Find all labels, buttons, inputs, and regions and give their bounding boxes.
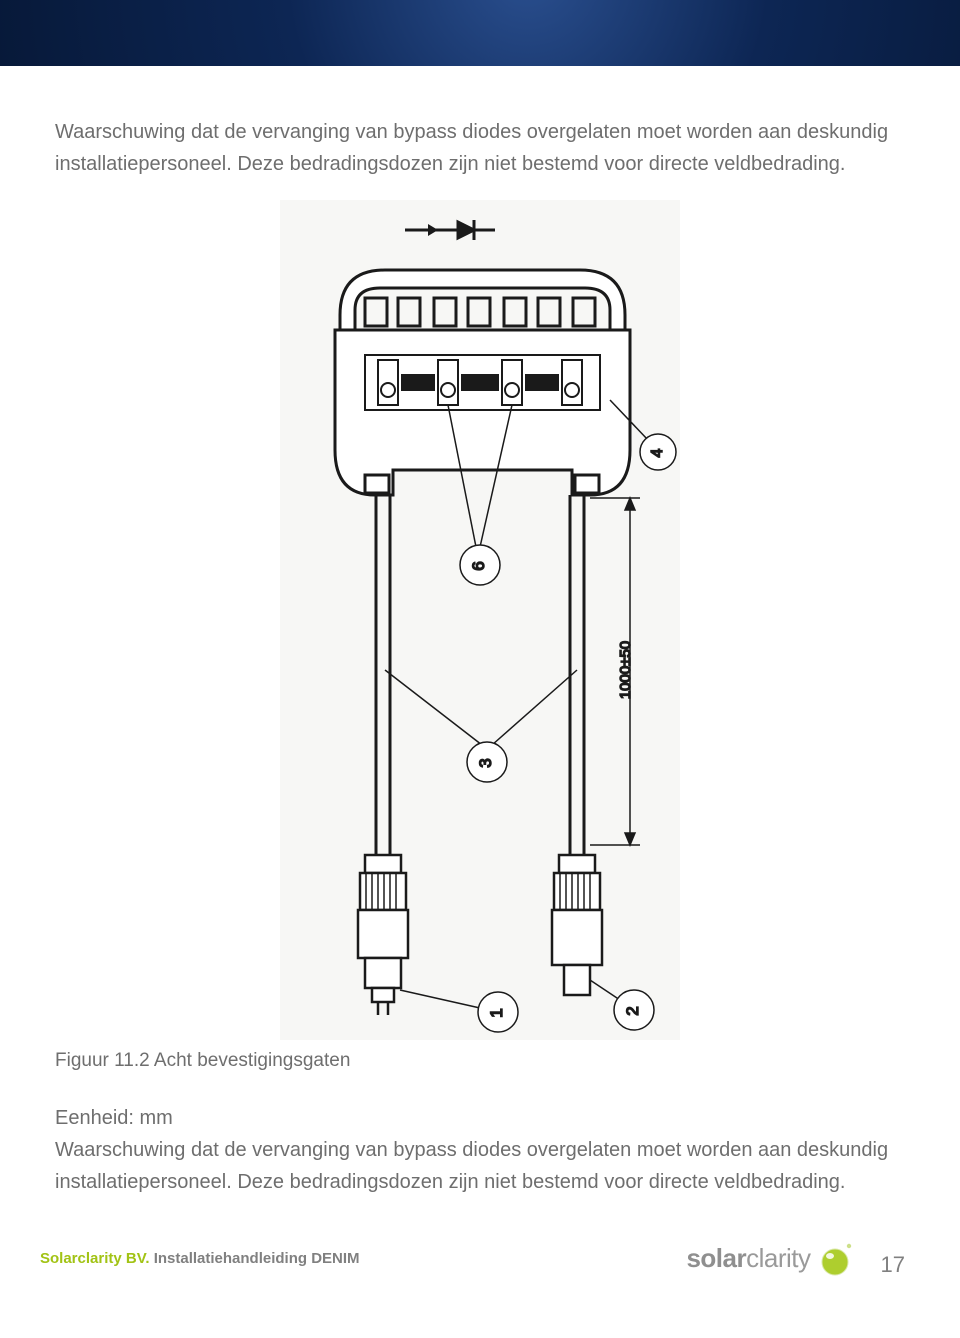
logo-orb-icon — [811, 1238, 857, 1278]
page-footer: Solarclarity BV. Installatiehandleiding … — [0, 1238, 960, 1308]
brand-logo: solarclarity — [686, 1238, 856, 1278]
callout-4-label: 4 — [649, 448, 666, 457]
warning-paragraph-1: Waarschuwing dat de vervanging van bypas… — [55, 116, 905, 180]
figure-caption: Figuur 11.2 Acht bevestigingsgaten — [55, 1050, 905, 1072]
page-number: 17 — [881, 1252, 905, 1278]
warning-paragraph-2: Waarschuwing dat de vervanging van bypas… — [55, 1134, 905, 1198]
junction-box-diagram: 4 6 3 — [280, 200, 680, 1040]
footer-right: solarclarity 17 — [686, 1238, 905, 1278]
logo-bold: solar — [686, 1243, 746, 1273]
figure-wrap: 4 6 3 — [55, 200, 905, 1040]
dimension-label: 1000±50 — [617, 641, 634, 699]
footer-left: Solarclarity BV. Installatiehandleiding … — [40, 1250, 360, 1267]
unit-line: Eenheid: mm — [55, 1102, 905, 1134]
header-band — [0, 0, 960, 66]
page-content: Waarschuwing dat de vervanging van bypas… — [0, 66, 960, 1238]
callout-2-label: 2 — [623, 1006, 642, 1015]
callout-6-label: 6 — [469, 561, 488, 570]
footer-document: Installatiehandleiding DENIM — [154, 1250, 360, 1267]
callout-3-label: 3 — [476, 758, 495, 767]
logo-light: clarity — [746, 1243, 810, 1273]
callout-1-label: 1 — [487, 1008, 506, 1017]
footer-company: Solarclarity BV. — [40, 1250, 150, 1267]
